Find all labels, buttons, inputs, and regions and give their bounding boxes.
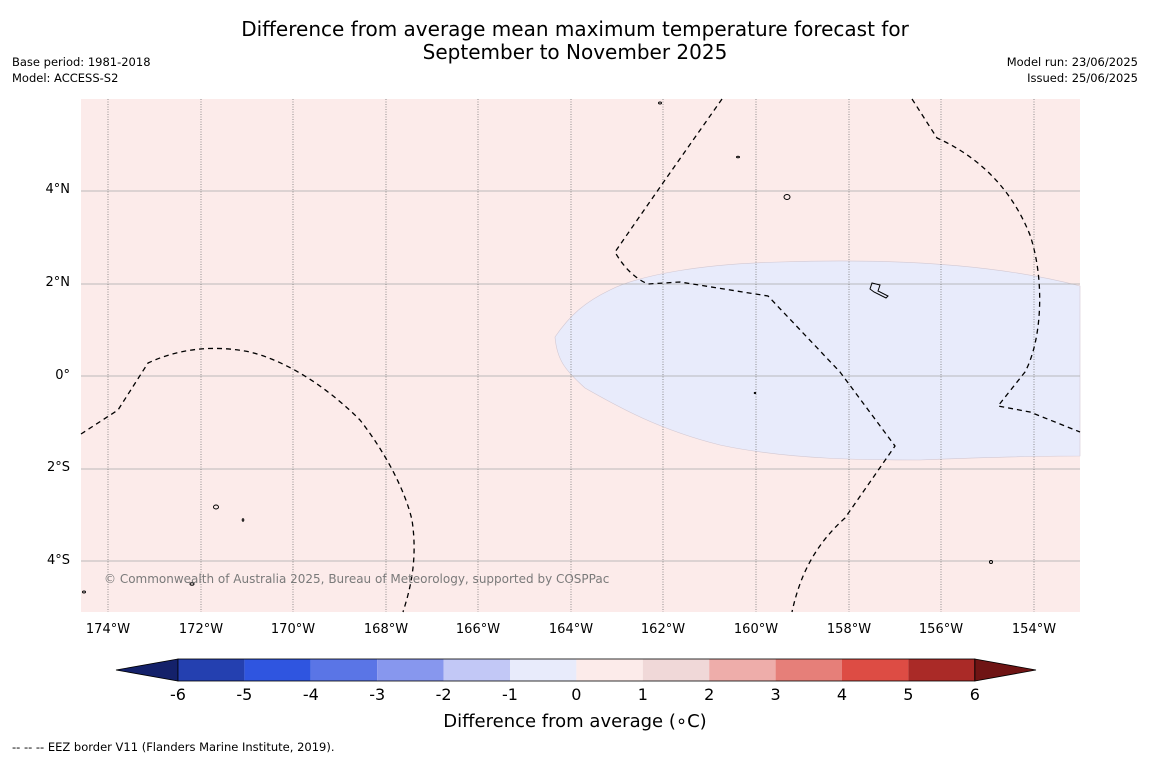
- colorbar-segment: [576, 659, 643, 681]
- colorbar-tick-label: 1: [637, 685, 648, 704]
- island-north-2: [736, 155, 740, 159]
- title-line-1: Difference from average mean maximum tem…: [241, 17, 909, 41]
- colorbar-tick-label: -1: [502, 685, 518, 704]
- colorbar-tick-label: -3: [369, 685, 386, 704]
- island-kiritimati: [869, 282, 889, 299]
- island-se: [989, 560, 993, 564]
- model-name: Model: ACCESS-S2: [12, 71, 119, 85]
- meta-left: Base period: 1981-2018 Model: ACCESS-S2: [12, 54, 151, 86]
- colorbar-tick-label: -5: [236, 685, 253, 704]
- island-sw-1: [213, 504, 219, 510]
- lat-label-4s: 4°S: [46, 553, 70, 568]
- colorbar-segment: [377, 659, 444, 681]
- lon-label-168w: 168°W: [363, 622, 409, 637]
- longitude-gridlines: [107, 99, 1035, 612]
- colorbar-segment: [775, 659, 842, 681]
- lat-label-4n: 4°N: [45, 182, 71, 197]
- island-sw-2: [241, 518, 245, 522]
- lon-label-170w: 170°W: [270, 622, 316, 637]
- colorbar-label: Difference from average (∘C): [443, 711, 707, 732]
- colorbar-tick-label: 6: [969, 685, 980, 704]
- colorbar-tick-label: -4: [302, 685, 319, 704]
- colorbar-tick-label: 4: [836, 685, 848, 704]
- colorbar-segment: [443, 659, 510, 681]
- title-line-2: September to November 2025: [422, 40, 728, 64]
- eez-borders: [80, 98, 1081, 613]
- colorbar-segment: [908, 659, 975, 681]
- colorbar-outline: [177, 658, 976, 682]
- lon-label-174w: 174°W: [85, 622, 131, 637]
- island-kingman: [783, 194, 791, 200]
- colorbar-tick-label: 2: [704, 685, 715, 704]
- colorbar: [115, 658, 1037, 682]
- lat-label-2n: 2°N: [45, 275, 71, 290]
- negative-anomaly-region: [554, 260, 1081, 461]
- colorbar-segment: [510, 659, 577, 681]
- colorbar-segment: [642, 659, 710, 681]
- map-title: Difference from average mean maximum tem…: [0, 18, 1150, 64]
- lat-label-2s: 2°S: [46, 460, 70, 475]
- lon-label-164w: 164°W: [548, 622, 594, 637]
- islands: [82, 101, 993, 594]
- island-north-1: [658, 101, 662, 105]
- colorbar-extend-low: [115, 658, 179, 682]
- lon-label-156w: 156°W: [918, 622, 964, 637]
- island-sw-3: [189, 582, 195, 586]
- colorbar-segment: [178, 659, 245, 681]
- lon-label-172w: 172°W: [178, 622, 224, 637]
- meta-right: Model run: 23/06/2025 Issued: 25/06/2025: [1007, 54, 1138, 86]
- copyright-notice: © Commonwealth of Australia 2025, Bureau…: [104, 572, 610, 586]
- eez-border-east: [911, 98, 1081, 433]
- lon-label-162w: 162°W: [640, 622, 686, 637]
- colorbar-extend-high: [974, 658, 1037, 682]
- lon-label-158w: 158°W: [826, 622, 872, 637]
- colorbar-tick-label: -2: [435, 685, 452, 704]
- colorbar-tick-label: 0: [571, 685, 582, 704]
- colorbar-segment: [310, 659, 378, 681]
- colorbar-tick-label: -6: [170, 685, 186, 704]
- eez-border-west: [80, 347, 415, 613]
- island-jarvis: [753, 391, 757, 395]
- lon-label-154w: 154°W: [1011, 622, 1057, 637]
- island-sw-4: [82, 590, 86, 594]
- eez-border-central: [614, 98, 896, 613]
- model-run: Model run: 23/06/2025: [1006, 55, 1138, 69]
- issued-date: Issued: 25/06/2025: [1027, 71, 1138, 85]
- lat-label-0: 0°: [55, 368, 70, 383]
- colorbar-segment: [709, 659, 776, 681]
- latitude-gridlines: [81, 190, 1080, 562]
- colorbar-segment: [244, 659, 311, 681]
- lon-label-166w: 166°W: [455, 622, 501, 637]
- base-period: Base period: 1981-2018: [12, 55, 151, 69]
- colorbar-tick-label: 5: [903, 685, 914, 704]
- colorbar-tick-label: 3: [770, 685, 781, 704]
- colorbar-segment: [842, 659, 909, 681]
- lon-label-160w: 160°W: [733, 622, 779, 637]
- eez-footnote: -- -- -- EEZ border V11 (Flanders Marine…: [12, 740, 335, 754]
